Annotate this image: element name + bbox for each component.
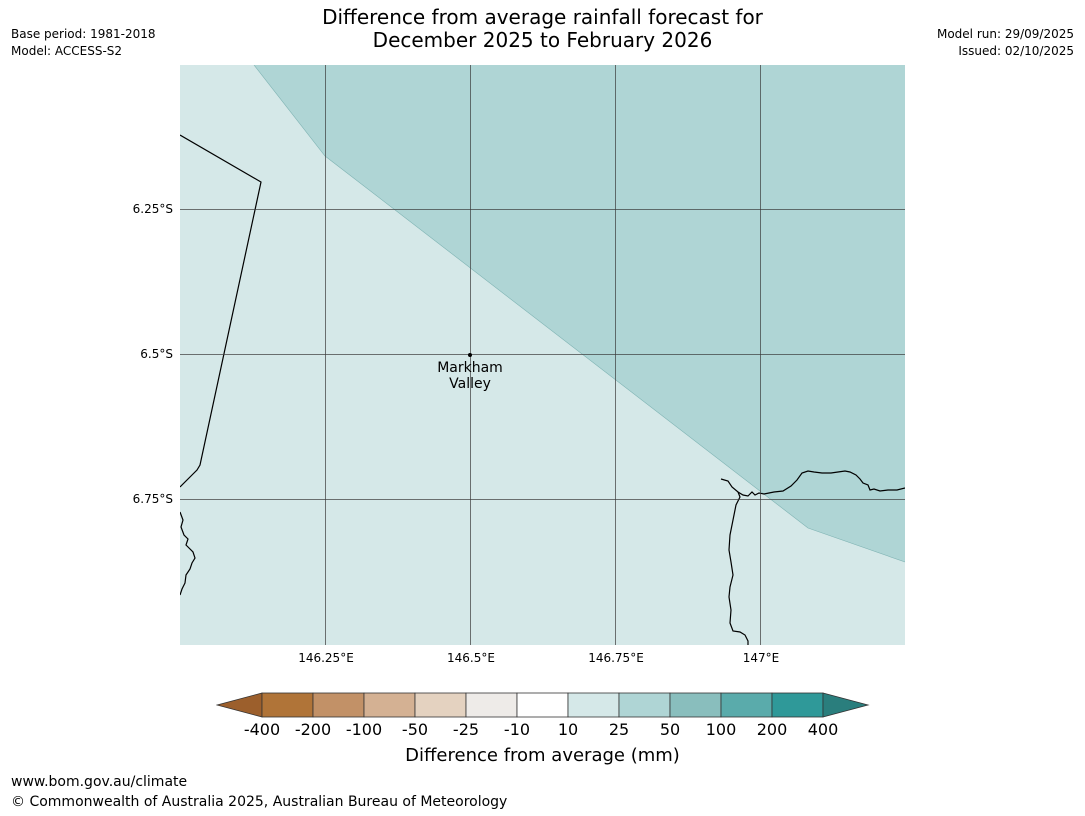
colorbar-extend-low (216, 692, 263, 718)
lat-tick-label: 6.75°S (132, 492, 173, 506)
colorbar-extend-high (822, 692, 870, 718)
colorbar-tick-label: 200 (756, 720, 788, 739)
colorbar-segment (516, 692, 569, 718)
colorbar-segment (465, 692, 518, 718)
colorbar-tick-label: -200 (294, 720, 332, 739)
river-line (728, 491, 749, 645)
colorbar-segment (618, 692, 671, 718)
location-marker (468, 353, 472, 357)
colorbar-tick-label: 10 (557, 720, 579, 739)
colorbar-tick-label: 100 (705, 720, 737, 739)
border-line (180, 134, 262, 488)
title-line-2: December 2025 to February 2026 (372, 28, 713, 52)
map-zone-boundary (253, 65, 905, 563)
issued-text: Issued: 02/10/2025 (958, 44, 1074, 58)
lon-tick-label: 146.25°E (298, 651, 354, 665)
colorbar (216, 692, 870, 718)
colorbar-tick-label: -25 (452, 720, 480, 739)
colorbar-segment (669, 692, 722, 718)
colorbar-segment (771, 692, 824, 718)
metadata-left: Base period: 1981-2018 Model: ACCESS-S2 (11, 26, 156, 60)
colorbar-title: Difference from average (mm) (405, 745, 680, 766)
model-text: Model: ACCESS-S2 (11, 44, 123, 58)
title-line-1: Difference from average rainfall forecas… (322, 5, 763, 29)
model-run-text: Model run: 29/09/2025 (936, 27, 1074, 41)
lon-tick-label: 146.75°E (588, 651, 644, 665)
footer-copyright: © Commonwealth of Australia 2025, Austra… (11, 794, 508, 810)
lat-tick-label: 6.25°S (132, 202, 173, 216)
base-period-text: Base period: 1981-2018 (11, 27, 156, 41)
colorbar-tick-label: 400 (807, 720, 839, 739)
colorbar-segment (363, 692, 416, 718)
colorbar-tick-label: -400 (243, 720, 281, 739)
location-label-line-2: Valley (449, 376, 491, 392)
metadata-right: Model run: 29/09/2025 Issued: 02/10/2025 (937, 26, 1074, 60)
lat-tick-label: 6.5°S (140, 347, 173, 361)
colorbar-tick-label: -10 (503, 720, 531, 739)
colorbar-segment (312, 692, 365, 718)
colorbar-segment (414, 692, 467, 718)
forecast-map: Markham Valley (180, 65, 905, 645)
chart-title: Difference from average rainfall forecas… (0, 6, 1085, 52)
colorbar-tick-label: 50 (659, 720, 681, 739)
colorbar-tick-label: -100 (345, 720, 383, 739)
colorbar-tick-label: 25 (608, 720, 630, 739)
lon-tick-label: 146.5°E (447, 651, 495, 665)
footer-url: www.bom.gov.au/climate (11, 774, 188, 790)
coastline-west (180, 511, 196, 596)
colorbar-segment (720, 692, 773, 718)
location-label-line-1: Markham (437, 360, 503, 376)
coastline-east (720, 470, 905, 497)
colorbar-tick-label: -50 (401, 720, 429, 739)
colorbar-segment (261, 692, 314, 718)
colorbar-segment (567, 692, 620, 718)
lon-tick-label: 147°E (742, 651, 780, 665)
map-zone-above-average (254, 65, 905, 562)
